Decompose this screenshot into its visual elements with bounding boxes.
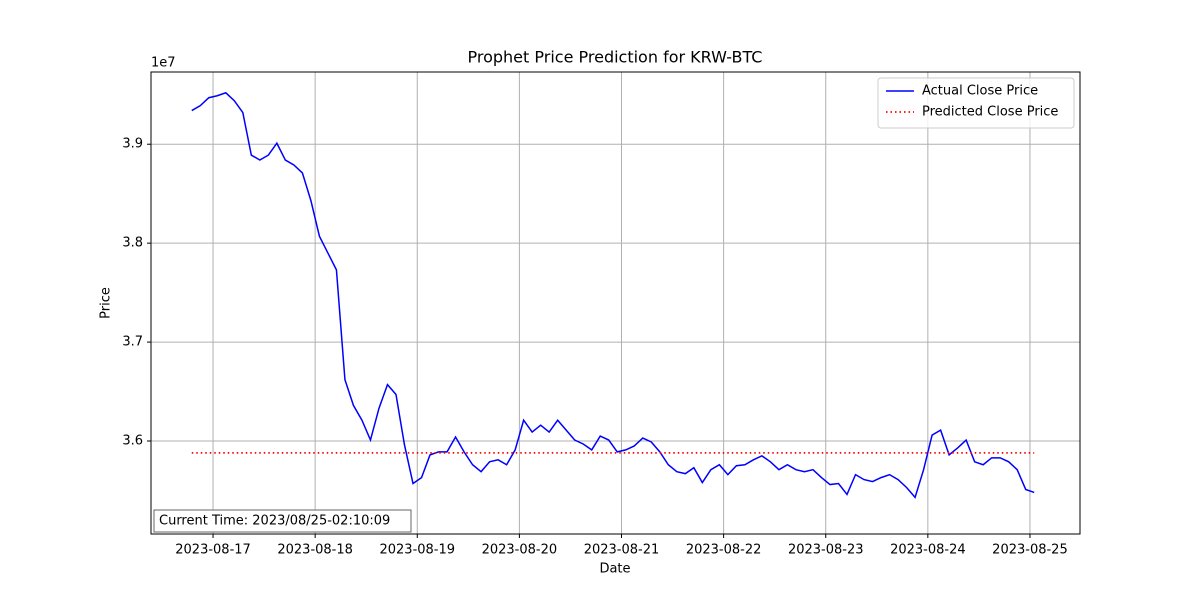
x-tick-label: 2023-08-22 xyxy=(686,543,762,558)
x-tick-label: 2023-08-17 xyxy=(175,543,251,558)
x-tick-label: 2023-08-24 xyxy=(890,543,966,558)
legend-label: Predicted Close Price xyxy=(922,105,1058,120)
y-axis-label: Price xyxy=(99,287,114,319)
x-tick-label: 2023-08-20 xyxy=(482,543,558,558)
y-tick-label: 3.6 xyxy=(122,434,143,449)
x-tick-label: 2023-08-23 xyxy=(788,543,864,558)
legend-label: Actual Close Price xyxy=(922,84,1038,99)
y-offset-label: 1e7 xyxy=(151,56,176,71)
axes-frame xyxy=(150,71,1081,535)
series-line xyxy=(191,91,1035,499)
legend: Actual Close Price Predicted Close Price xyxy=(877,77,1075,129)
legend-box xyxy=(877,77,1075,129)
annotation-box xyxy=(153,509,412,533)
y-tick-label: 3.8 xyxy=(122,236,143,251)
y-tick-label: 3.7 xyxy=(122,335,143,350)
y-tick-label: 3.9 xyxy=(122,137,143,152)
annotation: Current Time: 2023/08/25-02:10:09 xyxy=(153,509,412,533)
x-axis-label: Date xyxy=(599,562,630,577)
chart-title: Prophet Price Prediction for KRW-BTC xyxy=(468,48,763,67)
x-tick-label: 2023-08-21 xyxy=(584,543,660,558)
x-tick-label: 2023-08-18 xyxy=(277,543,353,558)
x-tick-label: 2023-08-25 xyxy=(992,543,1068,558)
annotation-text: Current Time: 2023/08/25-02:10:09 xyxy=(159,514,390,529)
x-tick-label: 2023-08-19 xyxy=(379,543,455,558)
